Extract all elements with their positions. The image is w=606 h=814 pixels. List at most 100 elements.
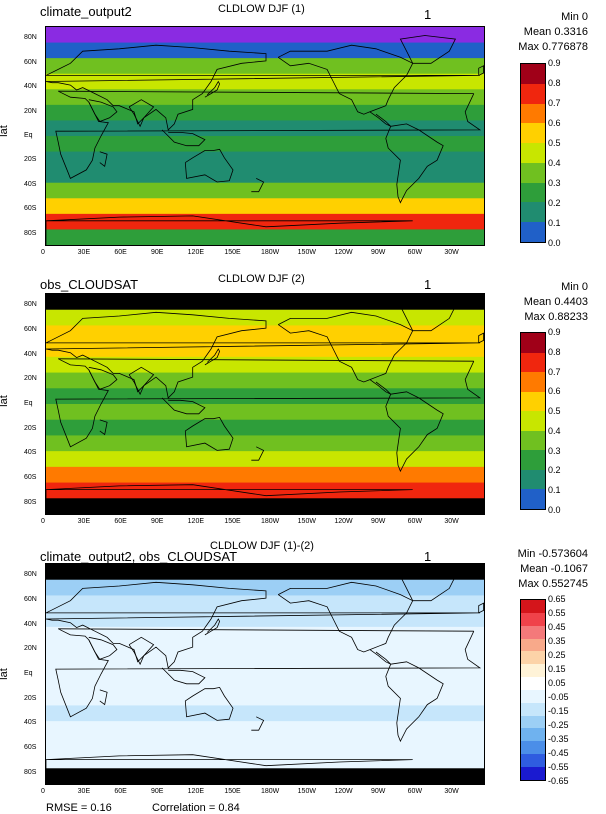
x-tick-label: 90E bbox=[151, 518, 164, 525]
x-tick-label: 60W bbox=[407, 788, 423, 795]
lat-band bbox=[46, 58, 484, 75]
colorbar-swatch bbox=[521, 202, 545, 223]
coastline bbox=[99, 419, 108, 436]
y-tick-label: 60S bbox=[24, 474, 37, 481]
lat-band bbox=[46, 229, 484, 245]
colorbar-label: 0.25 bbox=[548, 650, 566, 660]
lat-band bbox=[46, 27, 484, 44]
lat-band bbox=[46, 404, 484, 421]
x-tick-label: 150E bbox=[224, 518, 241, 525]
coastline bbox=[385, 391, 444, 473]
panel-2-title: CLDLOW DJF (2) bbox=[218, 273, 305, 285]
lat-band bbox=[46, 372, 484, 389]
lat-band bbox=[46, 136, 484, 153]
colorbar-swatch bbox=[521, 162, 545, 183]
coastline bbox=[88, 99, 118, 122]
coastline bbox=[46, 311, 480, 399]
colorbar-label: 0.6 bbox=[548, 118, 561, 128]
map-svg-3 bbox=[46, 564, 484, 784]
colorbar-swatch bbox=[521, 83, 545, 104]
lat-band bbox=[46, 294, 484, 311]
coastline bbox=[55, 628, 482, 718]
colorbar-swatch bbox=[521, 766, 545, 780]
x-tick-label: 120W bbox=[334, 249, 353, 256]
y-tick-label: 20N bbox=[24, 107, 37, 115]
colorbar-label: -0.15 bbox=[548, 706, 569, 716]
coastline bbox=[46, 581, 480, 669]
colorbar-label: 0.8 bbox=[548, 346, 561, 357]
colorbar-label: 0.7 bbox=[548, 366, 561, 377]
panel-1-title: CLDLOW DJF (1) bbox=[218, 3, 305, 15]
coastline bbox=[46, 754, 413, 784]
y-tick-label: 40S bbox=[24, 449, 37, 457]
panel-2-map bbox=[45, 293, 485, 515]
colorbar-label: -0.65 bbox=[548, 776, 569, 786]
lat-band bbox=[46, 198, 484, 215]
y-tick-label: Eq bbox=[24, 670, 33, 677]
x-tick-label: 150W bbox=[297, 788, 316, 795]
colorbar-swatch bbox=[521, 677, 545, 690]
lat-band bbox=[46, 658, 484, 675]
lat-band bbox=[46, 167, 484, 184]
y-tick-label: 40N bbox=[24, 350, 37, 358]
panel-2-min: Min 0 bbox=[561, 281, 588, 293]
lat-band bbox=[46, 182, 484, 199]
coastline bbox=[128, 366, 155, 396]
colorbar-label: -0.05 bbox=[548, 692, 569, 702]
lat-band bbox=[46, 768, 484, 784]
coastline bbox=[99, 689, 108, 706]
panel-3-colorbar bbox=[520, 599, 546, 781]
colorbar-swatch bbox=[521, 741, 545, 755]
x-tick-label: 180W bbox=[261, 788, 280, 795]
panel-2-colorbar bbox=[520, 332, 546, 510]
colorbar-label: 0.7 bbox=[548, 98, 561, 108]
x-tick-label: 120E bbox=[187, 249, 205, 256]
lat-band bbox=[46, 213, 484, 230]
y-tick-label: Eq bbox=[24, 132, 33, 139]
panel-1-left-label: climate_output2 bbox=[40, 4, 132, 19]
lat-band bbox=[46, 595, 484, 612]
colorbar-swatch bbox=[521, 103, 545, 124]
colorbar-label: 0.55 bbox=[548, 608, 566, 618]
panel-1-min: Min 0 bbox=[561, 11, 588, 23]
lat-band bbox=[46, 325, 484, 342]
coastline bbox=[369, 649, 391, 665]
colorbar-label: 0.05 bbox=[548, 678, 566, 688]
colorbar-swatch bbox=[521, 391, 545, 412]
panel-1-mean: Mean 0.3316 bbox=[523, 26, 588, 38]
colorbar-swatch bbox=[521, 182, 545, 203]
colorbar-label: 0.9 bbox=[548, 327, 561, 337]
lat-band bbox=[46, 642, 484, 659]
panel-3-map bbox=[45, 563, 485, 785]
panel-1: climate_output2 CLDLOW DJF (1) 1 Min 0 M… bbox=[0, 0, 606, 270]
lat-band bbox=[46, 42, 484, 59]
coastline bbox=[385, 123, 444, 204]
x-tick-label: 150W bbox=[297, 249, 316, 256]
x-tick-label: 30E bbox=[77, 518, 91, 525]
lat-band bbox=[46, 104, 484, 121]
y-tick-label: 20N bbox=[24, 645, 37, 653]
colorbar-label: 0.9 bbox=[548, 58, 561, 68]
map-svg-1 bbox=[46, 27, 484, 245]
coastline bbox=[99, 151, 108, 168]
y-tick-label: 80S bbox=[24, 229, 37, 237]
y-tick-label: 20S bbox=[24, 694, 37, 702]
coastline bbox=[204, 80, 221, 98]
coastline bbox=[161, 667, 206, 685]
lat-band bbox=[46, 689, 484, 706]
coastline bbox=[204, 618, 221, 636]
x-tick-label: 90E bbox=[151, 249, 164, 256]
colorbar-label: 0.3 bbox=[548, 178, 561, 188]
lat-band bbox=[46, 674, 484, 691]
coastline bbox=[46, 484, 413, 514]
colorbar-swatch bbox=[521, 469, 545, 490]
coastline bbox=[478, 332, 484, 344]
coastline bbox=[251, 446, 265, 461]
panel-1-max: Max 0.776878 bbox=[518, 41, 588, 53]
x-tick-label: 60E bbox=[114, 518, 127, 525]
colorbar-swatch bbox=[521, 222, 545, 242]
y-tick-label: 60S bbox=[24, 744, 37, 751]
coastline bbox=[46, 215, 413, 245]
colorbar-swatch bbox=[521, 600, 545, 613]
x-tick-label: 30W bbox=[444, 249, 459, 256]
